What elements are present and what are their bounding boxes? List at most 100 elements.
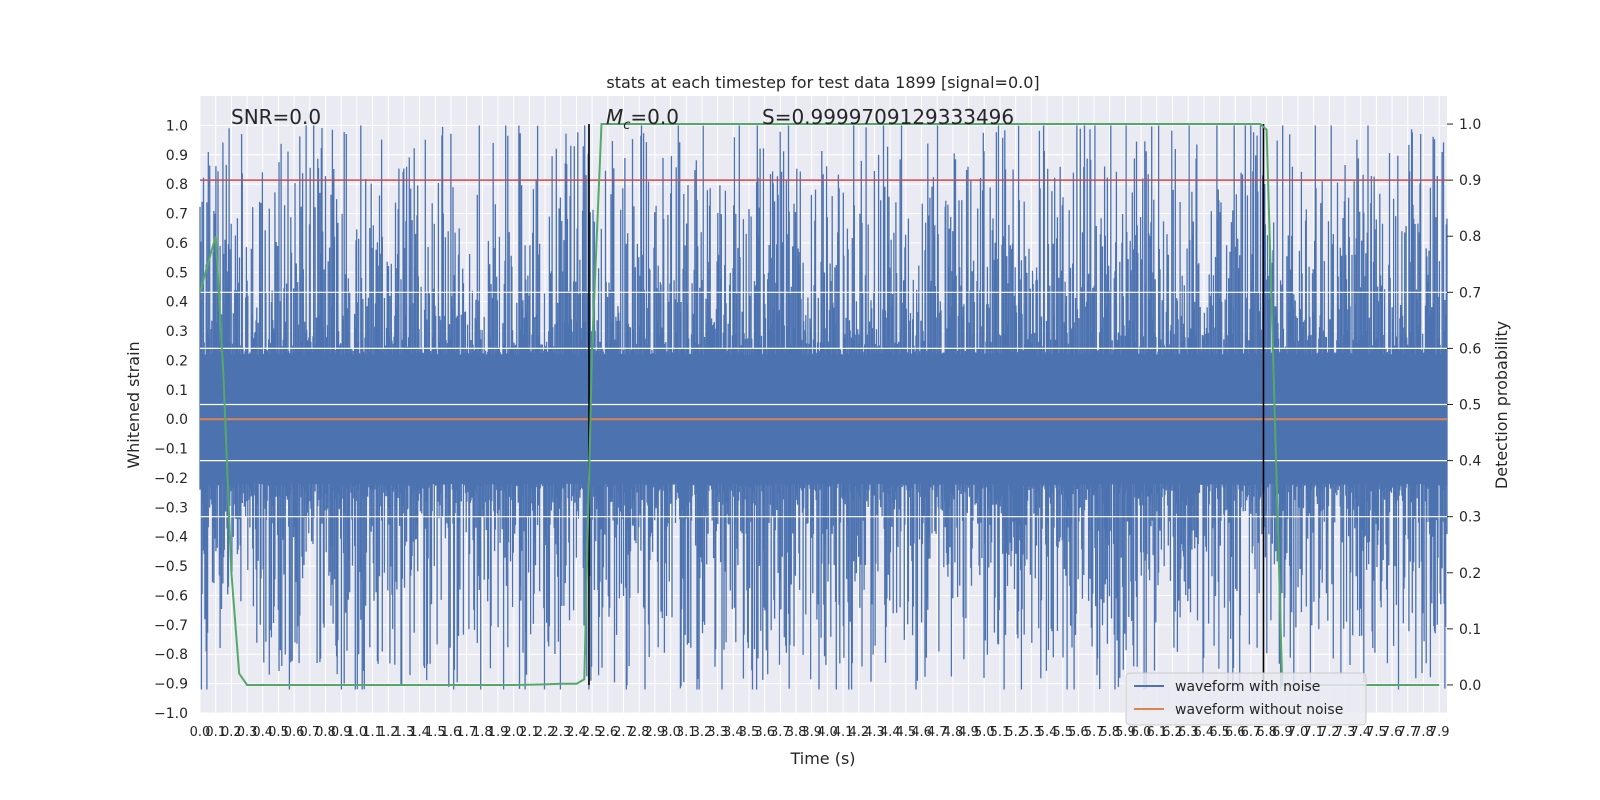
x-tick-label: 6.4 <box>1194 725 1215 740</box>
y-tick-label: 1.0 <box>166 118 188 134</box>
y-tick-label: −0.9 <box>154 677 188 693</box>
x-tick-label: 7.8 <box>1413 725 1434 740</box>
x-tick-label: 7.0 <box>1288 725 1309 740</box>
y-tick-label: 0.1 <box>166 383 188 399</box>
x-tick-label: 2.4 <box>566 725 587 740</box>
x-tick-label: 2.1 <box>519 725 540 740</box>
y2-tick-label: 0.2 <box>1459 566 1481 582</box>
x-tick-label: 4.6 <box>911 725 932 740</box>
y-tick-label: 0.7 <box>166 207 188 223</box>
x-axis-ticks: 0.00.10.20.30.40.50.60.70.80.91.01.11.21… <box>190 725 1450 740</box>
y-tick-label: 0.4 <box>166 295 188 311</box>
x-tick-label: 4.1 <box>833 725 854 740</box>
x-tick-label: 2.5 <box>582 725 603 740</box>
x-tick-label: 2.9 <box>645 725 666 740</box>
x-tick-label: 0.3 <box>237 725 258 740</box>
y-tick-label: 0.8 <box>166 177 188 193</box>
y-tick-label: 0.9 <box>166 148 188 164</box>
x-tick-label: 0.1 <box>205 725 226 740</box>
x-tick-label: 6.7 <box>1241 725 1262 740</box>
x-tick-label: 5.1 <box>990 725 1011 740</box>
legend-label-with-noise: waveform with noise <box>1175 679 1320 695</box>
x-tick-label: 6.6 <box>1225 725 1246 740</box>
y-tick-label: −0.6 <box>154 588 188 604</box>
x-tick-label: 5.0 <box>974 725 995 740</box>
y-axis-ticks: −1.0 −0.9 −0.8 −0.7 −0.6 −0.5 −0.4 −0.3 −0.2 −0.1… <box>154 118 188 722</box>
y2-tick-label: 0.7 <box>1459 285 1481 301</box>
y2-axis-label: Detection probability <box>1492 321 1511 489</box>
x-tick-label: 7.5 <box>1366 725 1387 740</box>
x-tick-label: 4.2 <box>848 725 869 740</box>
legend-label-without-noise: waveform without noise <box>1175 702 1343 718</box>
x-tick-label: 0.4 <box>252 725 273 740</box>
x-tick-label: 7.6 <box>1382 725 1403 740</box>
chart-title: stats at each timestep for test data 189… <box>606 73 1039 92</box>
x-tick-label: 7.1 <box>1303 725 1324 740</box>
x-tick-label: 7.2 <box>1319 725 1340 740</box>
x-tick-label: 5.6 <box>1068 725 1089 740</box>
x-tick-label: 7.9 <box>1429 725 1450 740</box>
x-tick-label: 1.2 <box>378 725 399 740</box>
x-tick-label: 4.5 <box>896 725 917 740</box>
x-tick-label: 7.3 <box>1335 725 1356 740</box>
x-tick-label: 6.3 <box>1178 725 1199 740</box>
x-tick-label: 1.9 <box>488 725 509 740</box>
x-tick-label: 5.2 <box>1005 725 1026 740</box>
x-tick-label: 5.7 <box>1084 725 1105 740</box>
y-tick-label: −1.0 <box>154 706 188 722</box>
y-tick-label: 0.6 <box>166 236 188 252</box>
y2-tick-label: 0.8 <box>1459 229 1481 245</box>
mc-annotation: Mc=0.0 <box>606 105 679 133</box>
x-tick-label: 6.5 <box>1209 725 1230 740</box>
legend-box <box>1125 672 1367 726</box>
x-tick-label: 1.1 <box>362 725 383 740</box>
y-tick-label: −0.4 <box>154 530 188 546</box>
y-tick-label: 0.5 <box>166 265 188 281</box>
x-tick-label: 3.9 <box>801 725 822 740</box>
x-tick-label: 6.8 <box>1256 725 1277 740</box>
y-tick-label: −0.5 <box>154 559 188 575</box>
x-tick-label: 4.4 <box>880 725 901 740</box>
mc-value: =0.0 <box>630 105 679 129</box>
x-tick-label: 2.8 <box>629 725 650 740</box>
x-tick-label: 3.0 <box>660 725 681 740</box>
x-tick-label: 1.4 <box>409 725 430 740</box>
y2-tick-label: 1.0 <box>1459 117 1481 133</box>
x-tick-label: 3.1 <box>676 725 697 740</box>
legend: waveform with noise waveform without noi… <box>1125 672 1367 726</box>
y-tick-label: −0.1 <box>154 442 188 458</box>
x-tick-label: 4.0 <box>817 725 838 740</box>
x-tick-label: 6.2 <box>1162 725 1183 740</box>
snr-annotation: SNR=0.0 <box>231 105 321 129</box>
y-tick-label: 0.2 <box>166 353 188 369</box>
x-axis-label: Time (s) <box>789 749 855 768</box>
x-tick-label: 1.5 <box>425 725 446 740</box>
x-tick-label: 3.7 <box>770 725 791 740</box>
x-tick-label: 0.5 <box>268 725 289 740</box>
x-tick-label: 3.8 <box>786 725 807 740</box>
x-tick-label: 5.5 <box>1052 725 1073 740</box>
y-tick-label: −0.7 <box>154 618 188 634</box>
x-tick-label: 3.5 <box>739 725 760 740</box>
overlay-lines <box>199 123 1447 686</box>
x-tick-label: 3.3 <box>707 725 728 740</box>
x-tick-label: 0.6 <box>284 725 305 740</box>
x-tick-label: 5.4 <box>1037 725 1058 740</box>
x-tick-label: 1.3 <box>394 725 415 740</box>
y-tick-label: 0.0 <box>166 412 188 428</box>
x-tick-label: 0.2 <box>221 725 242 740</box>
y-tick-label: −0.3 <box>154 500 188 516</box>
x-tick-label: 2.0 <box>503 725 524 740</box>
x-tick-label: 1.6 <box>441 725 462 740</box>
y2-tick-label: 0.0 <box>1459 678 1481 694</box>
y-tick-label: −0.2 <box>154 471 188 487</box>
x-tick-label: 2.3 <box>550 725 571 740</box>
detection-probability-line <box>199 123 1440 686</box>
x-tick-label: 4.9 <box>958 725 979 740</box>
y2-axis-ticks: 0.0 0.1 0.2 0.3 0.4 0.5 0.6 0.7 0.8 0.9 1.0 <box>1447 117 1481 694</box>
x-tick-label: 0.0 <box>190 725 211 740</box>
x-tick-label: 4.3 <box>864 725 885 740</box>
x-tick-label: 1.8 <box>472 725 493 740</box>
x-tick-label: 6.9 <box>1272 725 1293 740</box>
